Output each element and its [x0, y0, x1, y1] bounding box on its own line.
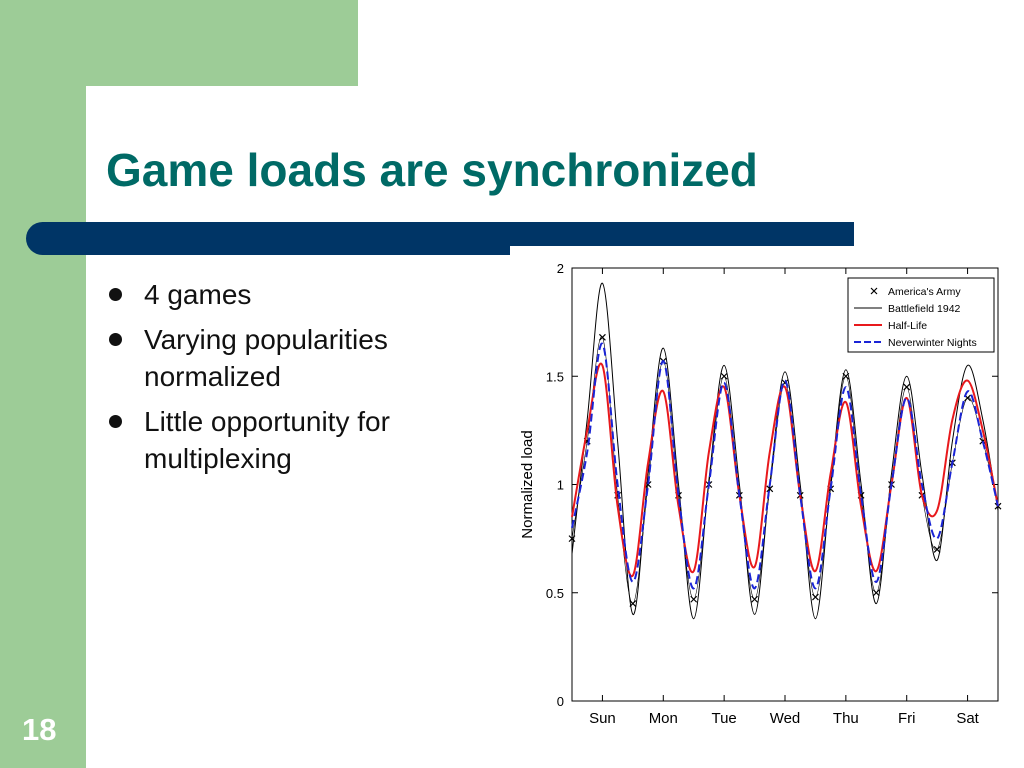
y-tick-label: 0.5	[546, 586, 564, 601]
legend-label-neverwinter-nights: Neverwinter Nights	[888, 337, 977, 349]
y-axis-label: Normalized load	[519, 430, 536, 538]
x-tick-label: Wed	[770, 710, 801, 727]
legend-label-battlefield-1942: Battlefield 1942	[888, 303, 961, 315]
bullet-dot-icon	[109, 333, 122, 346]
bullet-list: 4 games Varying popularities normalized …	[104, 276, 504, 485]
series-line-battlefield-1942	[571, 282, 999, 620]
legend-label-america-s-army: America's Army	[888, 286, 961, 298]
x-tick-label: Sat	[956, 710, 979, 727]
data-point-america-s-army	[766, 485, 774, 493]
data-point-america-s-army	[903, 383, 911, 391]
bullet-item: Varying popularities normalized	[104, 321, 504, 395]
slide-title: Game loads are synchronized	[106, 144, 758, 196]
y-tick-label: 2	[557, 261, 564, 276]
data-point-america-s-army	[812, 593, 819, 601]
x-tick-label: Fri	[898, 710, 916, 727]
data-point-america-s-army	[599, 333, 606, 341]
y-tick-label: 1	[557, 478, 564, 493]
bullet-dot-icon	[109, 288, 122, 301]
x-tick-label: Thu	[833, 710, 859, 727]
bullet-dot-icon	[109, 415, 122, 428]
x-tick-label: Sun	[589, 710, 616, 727]
bullet-text: 4 games	[144, 279, 252, 310]
top-strip	[0, 0, 358, 86]
bullet-text: Little opportunity for multiplexing	[144, 406, 390, 474]
sidebar-strip	[0, 0, 86, 768]
normalized-load-chart: 0 0.5 1 1.5 2 Sun Mon Tue Wed Thu Fri Sat Normalized…	[519, 261, 1002, 727]
y-tick-label: 1.5	[546, 369, 564, 384]
x-tick-label: Tue	[711, 710, 736, 727]
legend-marker-america-s-army	[870, 287, 878, 295]
series-line-neverwinter-nights	[571, 342, 999, 590]
series-line-half-life	[571, 362, 999, 578]
data-point-america-s-army	[720, 372, 728, 380]
slide-number: 18	[22, 712, 57, 747]
data-point-america-s-army	[751, 595, 758, 603]
legend-box	[847, 277, 995, 353]
bullet-item: 4 games	[104, 276, 504, 313]
data-point-america-s-army	[690, 595, 698, 603]
bullet-item: Little opportunity for multiplexing	[104, 403, 504, 477]
title-divider-notch	[510, 246, 854, 258]
bullet-text: Varying popularities normalized	[144, 324, 388, 392]
legend-label-half-life: Half-Life	[888, 320, 927, 332]
data-point-america-s-army	[872, 589, 880, 597]
y-tick-label: 0	[557, 694, 564, 709]
x-tick-label: Mon	[649, 710, 678, 727]
